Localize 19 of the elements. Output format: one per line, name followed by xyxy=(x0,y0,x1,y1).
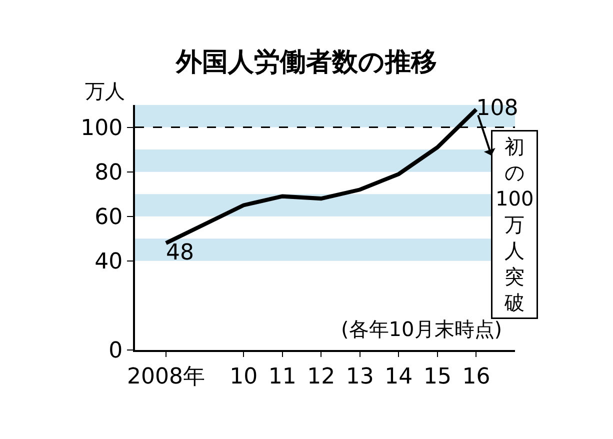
y-tick-label: 100 xyxy=(80,116,123,141)
y-tick-label: 0 xyxy=(108,338,123,364)
y-axis-title: 万人 xyxy=(85,79,125,103)
x-tick-label: 10 xyxy=(230,364,258,390)
x-tick-label: 15 xyxy=(423,364,452,390)
chart-title: 外国人労働者数の推移 xyxy=(175,48,437,78)
annotation: (各年10月末時点) xyxy=(341,317,502,341)
data-label: 108 xyxy=(476,96,518,121)
x-tick-label: 2008年 xyxy=(127,364,206,390)
x-tick-label: 16 xyxy=(462,364,490,390)
data-label: 48 xyxy=(166,240,194,266)
x-tick-label: 14 xyxy=(384,364,413,390)
y-tick-label: 60 xyxy=(94,205,123,230)
x-tick-label: 11 xyxy=(268,364,296,390)
y-tick-label: 80 xyxy=(94,160,123,186)
y-tick-label: 40 xyxy=(94,250,123,275)
x-tick-label: 12 xyxy=(307,364,336,390)
x-tick-label: 13 xyxy=(346,364,374,390)
annotation: 初の100万人突破 xyxy=(496,134,534,314)
